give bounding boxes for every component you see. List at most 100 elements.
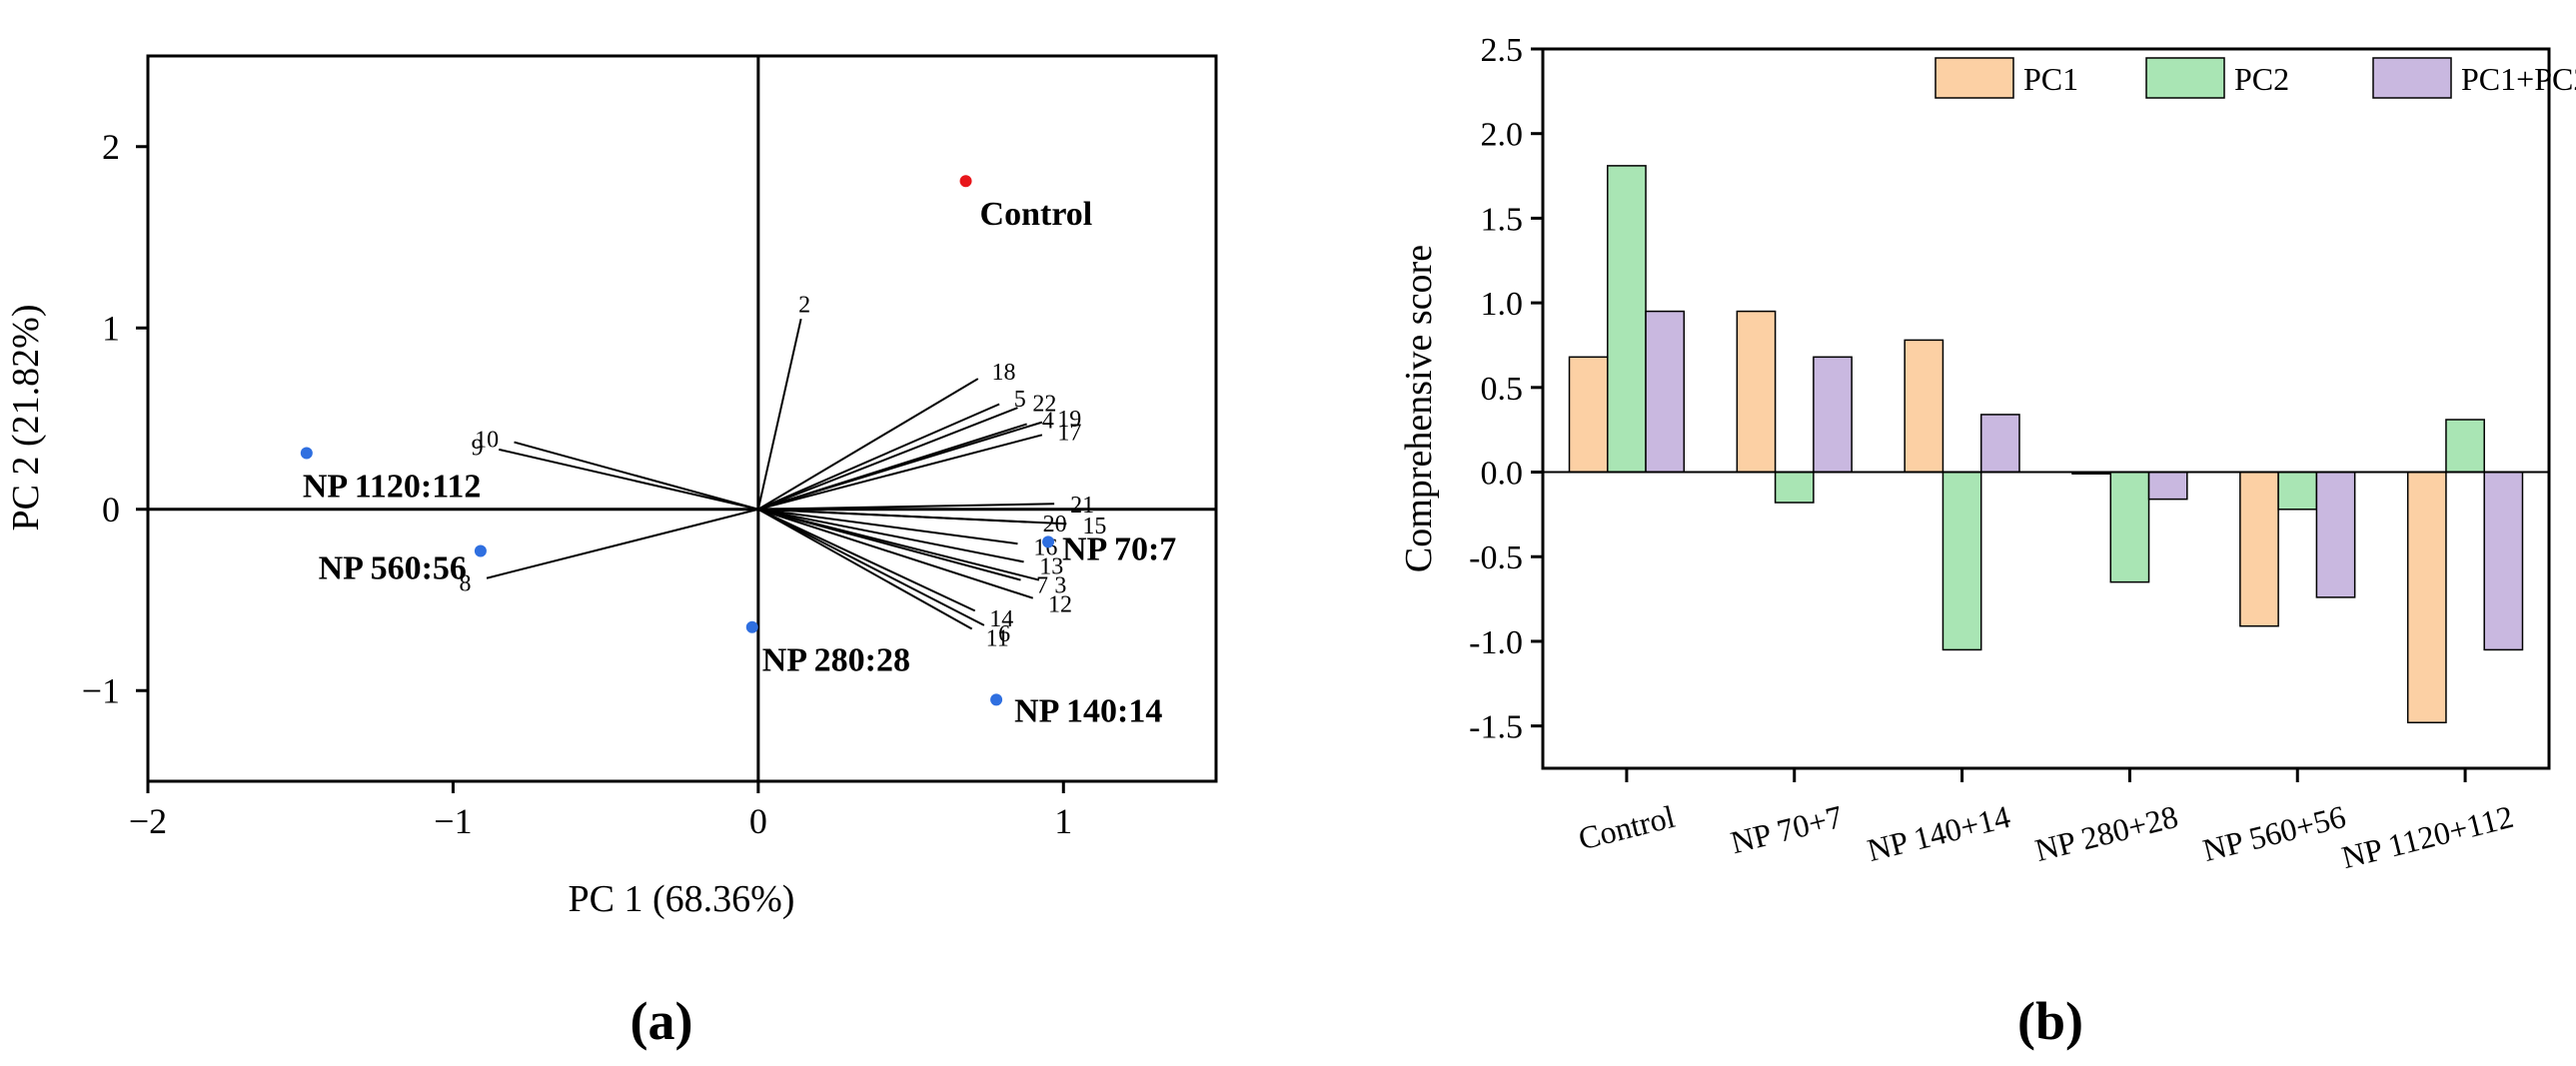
loading-vector bbox=[757, 423, 1027, 511]
category-label: NP 70+7 bbox=[1727, 798, 1846, 860]
axis-ticks-a: −2 −1 0 1 −1 0 12 bbox=[82, 127, 1073, 841]
y-tick-label-b: 0.5 bbox=[1481, 371, 1524, 408]
bar-pc1 bbox=[2239, 471, 2279, 627]
loading-vector bbox=[757, 434, 1043, 511]
loading-vector bbox=[757, 403, 1000, 511]
loading-label: 21 bbox=[1070, 493, 1094, 519]
category-label: NP 560+56 bbox=[2199, 798, 2349, 868]
loading-label: 7 bbox=[1036, 573, 1048, 599]
panel-label-b: (b) bbox=[2017, 991, 2083, 1051]
sample-label: NP 1120:112 bbox=[303, 468, 482, 505]
bar-pc1 bbox=[1568, 356, 1609, 474]
sample-label: NP 280:28 bbox=[762, 642, 910, 679]
loading-label: 8 bbox=[460, 571, 472, 597]
loading-vector bbox=[499, 448, 759, 511]
sample-point bbox=[990, 693, 1003, 706]
sample-point bbox=[474, 544, 487, 557]
bar-pc1-pc2 bbox=[2147, 471, 2188, 501]
x-tick-label-a: −2 bbox=[129, 801, 167, 841]
loading-label: 15 bbox=[1082, 514, 1106, 539]
sample-point bbox=[745, 620, 758, 633]
loading-label: 20 bbox=[1043, 512, 1067, 537]
loading-vector bbox=[757, 508, 1034, 599]
category-label: Control bbox=[1575, 798, 1679, 857]
loading-label: 17 bbox=[1057, 420, 1081, 446]
x-tick-label-a: 0 bbox=[749, 801, 767, 841]
loading-label: 6 bbox=[998, 621, 1010, 647]
y-tick-label-b: 2.0 bbox=[1481, 117, 1524, 154]
loading-label: 19 bbox=[1057, 407, 1081, 433]
y-tick-label-b: -1.0 bbox=[1469, 624, 1523, 661]
y-axis-label-b: Comprehensive score bbox=[1398, 245, 1440, 572]
category-label: NP 1120+112 bbox=[2338, 798, 2517, 875]
loading-label: 14 bbox=[989, 606, 1013, 632]
x-tick-label-a: 1 bbox=[1054, 801, 1072, 841]
bar-pc2 bbox=[1941, 471, 1982, 651]
bar-pc1 bbox=[1904, 339, 1944, 474]
score-bar-chart: -1.5 -1.0 -0.5 0.0 0.5 1.0 1.5 2.0 2.5 Control NP … bbox=[1398, 32, 2576, 1051]
loading-vector bbox=[756, 318, 802, 510]
x-tick-label-a: −1 bbox=[434, 801, 472, 841]
legend-label: PC1 bbox=[2023, 61, 2078, 97]
loading-vector bbox=[486, 508, 759, 579]
category-label: NP 280+28 bbox=[2031, 798, 2181, 868]
loading-vector bbox=[757, 508, 1018, 545]
bar-pc2 bbox=[2445, 419, 2485, 474]
category-label: NP 140+14 bbox=[1864, 798, 2013, 868]
loading-label: 22 bbox=[1032, 391, 1056, 417]
bar-pc1-pc2 bbox=[1645, 310, 1686, 474]
y-tick-label-b: 1.5 bbox=[1481, 201, 1524, 238]
plot-frame-b bbox=[1541, 47, 2551, 770]
loading-vector bbox=[757, 503, 1055, 511]
y-tick-label-a: −1 bbox=[82, 670, 120, 710]
legend-swatch bbox=[2372, 57, 2452, 99]
bar-pc1-pc2 bbox=[2483, 471, 2524, 651]
x-axis-label-a: PC 1 (68.36%) bbox=[569, 878, 795, 920]
bar-pc2 bbox=[2109, 471, 2150, 583]
zero-axes bbox=[148, 56, 1216, 781]
loading-label: 13 bbox=[1039, 553, 1063, 579]
bar-pc2 bbox=[1774, 471, 1815, 504]
bars bbox=[1568, 165, 2524, 724]
loading-label: 4 bbox=[1042, 409, 1054, 435]
loading-vector bbox=[757, 508, 1040, 581]
sample-label: NP 560:56 bbox=[319, 549, 467, 586]
sample-point bbox=[959, 175, 972, 188]
sample-points: Control NP 70:7 NP 140:14 NP 280:28 NP 560:5… bbox=[300, 175, 1176, 729]
bar-pc2 bbox=[1607, 165, 1647, 474]
bar-pc1-pc2 bbox=[1979, 414, 2020, 474]
legend-swatch bbox=[2145, 57, 2225, 99]
bar-pc1 bbox=[2406, 471, 2447, 724]
loading-vector bbox=[757, 508, 1024, 563]
y-tick-label-b: 0.0 bbox=[1481, 456, 1524, 493]
loading-label: 11 bbox=[986, 625, 1009, 651]
y-axis-label-a: PC 2 (21.82%) bbox=[5, 305, 47, 532]
y-tick-label-a: 2 bbox=[102, 127, 120, 167]
loading-vector bbox=[757, 508, 973, 630]
y-tick-label-b: 2.5 bbox=[1481, 32, 1524, 69]
loading-label: 2 bbox=[798, 293, 810, 319]
loading-label: 9 bbox=[472, 435, 484, 461]
loading-label: 12 bbox=[1048, 592, 1072, 618]
bar-pc1 bbox=[1736, 310, 1777, 474]
loading-vector bbox=[514, 441, 759, 511]
y-tick-label-a: 0 bbox=[102, 490, 120, 530]
legend-label: PC2 bbox=[2234, 61, 2289, 97]
legend: PC1 PC2 PC1+PC2 bbox=[1934, 57, 2576, 99]
loading-vector bbox=[757, 407, 1018, 511]
loading-vector bbox=[757, 508, 985, 626]
sample-point bbox=[300, 447, 313, 460]
bar-pc1-pc2 bbox=[2315, 471, 2356, 598]
loading-label: 5 bbox=[1014, 387, 1026, 413]
y-tick-label-b: 1.0 bbox=[1481, 286, 1524, 323]
legend-label: PC1+PC2 bbox=[2461, 61, 2576, 97]
legend-swatch bbox=[1934, 57, 2014, 99]
sample-label: NP 70:7 bbox=[1062, 531, 1176, 567]
y-tick-label-b: -1.5 bbox=[1469, 709, 1523, 746]
loading-label: 10 bbox=[475, 427, 499, 453]
bar-pc1-pc2 bbox=[1813, 356, 1853, 474]
loading-label: 3 bbox=[1054, 572, 1066, 598]
